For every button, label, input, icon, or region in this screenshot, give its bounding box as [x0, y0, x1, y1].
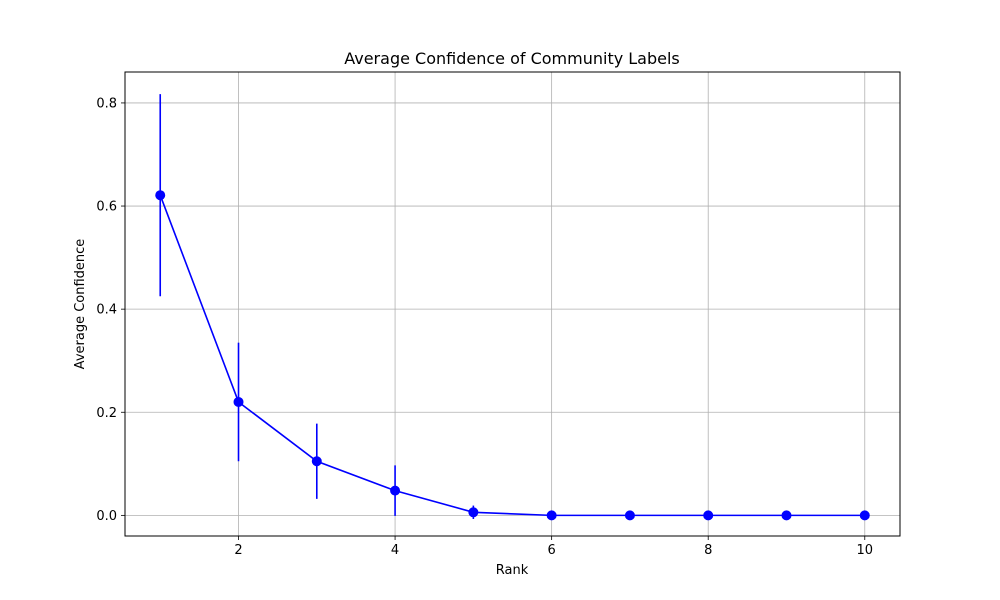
grid: [125, 72, 900, 536]
data-point: [468, 507, 479, 518]
data-point: [311, 456, 322, 467]
plot-area-frame: [124, 71, 901, 537]
data-point: [233, 396, 244, 407]
data-point: [703, 510, 714, 521]
x-tick-label: 4: [391, 543, 399, 558]
chart-title: Average Confidence of Community Labels: [344, 49, 680, 68]
y-tick-label: 0.8: [96, 96, 117, 111]
y-axis-label: Average Confidence: [73, 239, 88, 370]
x-tick-label: 8: [704, 543, 712, 558]
y-tick-label: 0.6: [96, 200, 117, 215]
data-point: [155, 190, 166, 201]
data-point: [390, 485, 401, 496]
x-tick-label: 2: [234, 543, 242, 558]
axis-ticks: 2 4 6 8 10 0.0 0.2 0.4 0.6 0.8: [96, 96, 873, 558]
data-point: [624, 510, 635, 521]
series-line: [159, 194, 865, 517]
x-tick-label: 10: [856, 543, 873, 558]
y-tick-label: 0.4: [96, 303, 117, 318]
data-point: [781, 510, 792, 521]
y-tick-label: 0.0: [96, 509, 117, 524]
y-tick-label: 0.2: [96, 406, 117, 421]
data-series: [155, 94, 870, 521]
data-point: [859, 510, 870, 521]
data-point: [546, 510, 557, 521]
x-axis-label: Rank: [496, 563, 529, 578]
x-tick-label: 6: [548, 543, 556, 558]
